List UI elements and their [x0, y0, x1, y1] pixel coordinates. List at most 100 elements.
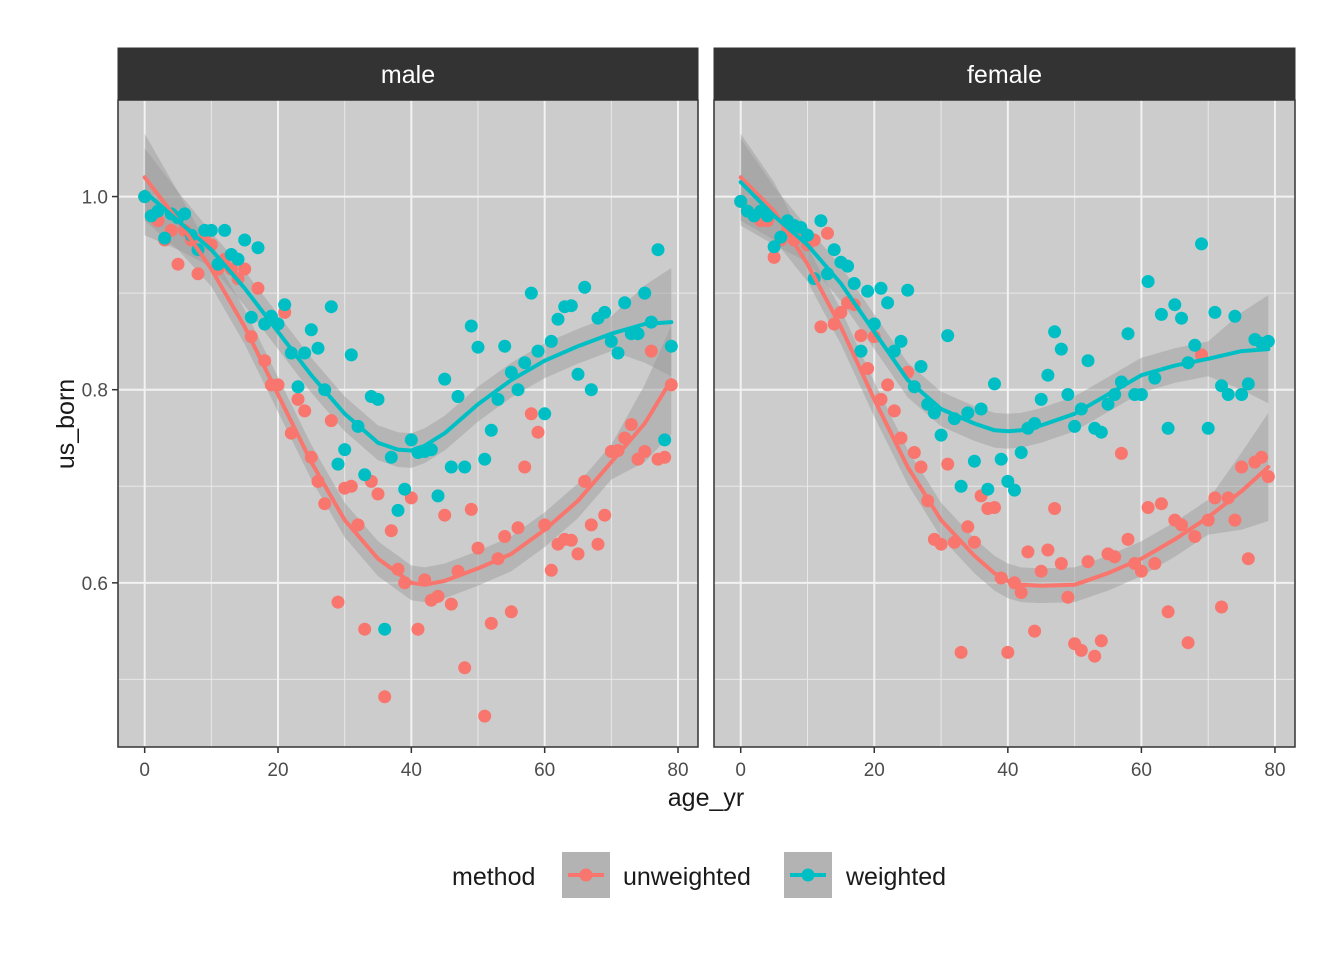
panel-border: [713, 99, 1296, 748]
data-point-weighted: [631, 327, 645, 341]
smooth-line-unweighted: [142, 175, 674, 587]
data-point-weighted: [841, 259, 855, 273]
data-point-weighted: [1235, 388, 1249, 401]
data-point-weighted: [1154, 307, 1168, 321]
data-point-unweighted: [1094, 634, 1108, 648]
data-point-unweighted: [1141, 501, 1155, 514]
data-point-weighted: [1121, 327, 1135, 341]
data-point-weighted: [378, 622, 392, 636]
panel-male: male 0 20 40 60 80 0.6 0.8 1.0: [82, 47, 699, 781]
data-point-weighted: [611, 346, 625, 360]
data-point-unweighted: [658, 450, 672, 464]
data-point-unweighted: [444, 597, 458, 611]
data-point-weighted: [988, 377, 1001, 391]
data-point-unweighted: [1114, 446, 1128, 460]
smooth-line-weighted: [738, 180, 1271, 434]
y-tick-label: 0.6: [82, 574, 108, 595]
data-point-weighted: [1094, 425, 1108, 439]
data-point-unweighted: [967, 535, 981, 549]
data-point-weighted: [204, 223, 218, 237]
data-point-weighted: [471, 340, 485, 354]
data-point-weighted: [861, 284, 875, 298]
data-point-unweighted: [1228, 513, 1242, 527]
data-point-unweighted: [1134, 564, 1148, 578]
data-point-unweighted: [171, 257, 185, 271]
data-point-weighted: [1068, 419, 1082, 433]
panel-female: female 0 20 40 60 80: [713, 47, 1296, 781]
data-point-unweighted: [941, 457, 955, 471]
data-point-unweighted: [1054, 557, 1068, 570]
data-point-weighted: [511, 383, 525, 397]
data-point-unweighted: [1255, 450, 1269, 464]
data-point-weighted: [384, 450, 398, 464]
data-point-unweighted: [767, 250, 781, 264]
data-point-weighted: [291, 380, 305, 394]
data-point-unweighted: [324, 414, 338, 428]
facet-strip-label: female: [967, 61, 1042, 89]
data-point-unweighted: [1061, 590, 1075, 604]
data-point-unweighted: [564, 533, 578, 547]
data-point-unweighted: [544, 563, 558, 577]
data-point-unweighted: [591, 537, 605, 551]
panel-background: [714, 100, 1295, 747]
data-point-weighted: [1241, 377, 1255, 391]
data-point-unweighted: [371, 487, 385, 501]
data-point-weighted: [651, 243, 665, 257]
data-point-unweighted: [638, 445, 652, 458]
facet-strip-label: male: [381, 61, 435, 89]
data-point-weighted: [298, 346, 312, 360]
data-point-unweighted: [907, 446, 921, 459]
y-tick-label: 0.8: [82, 381, 108, 402]
data-point-unweighted: [821, 226, 834, 240]
data-point-unweighted: [571, 547, 585, 561]
data-point-unweighted: [834, 305, 848, 319]
data-point-unweighted: [358, 622, 372, 636]
data-point-weighted: [1081, 354, 1095, 368]
data-point-weighted: [238, 233, 252, 247]
data-point-weighted: [231, 252, 245, 266]
data-point-unweighted: [1108, 550, 1122, 564]
x-tick-label: 40: [401, 760, 422, 781]
data-point-unweighted: [251, 281, 265, 295]
x-tick-label: 60: [1131, 760, 1152, 781]
data-point-unweighted: [814, 320, 828, 334]
data-point-unweighted: [224, 262, 238, 276]
data-point-weighted: [1195, 237, 1208, 251]
legend-key-weighted: [784, 852, 832, 898]
data-point-weighted: [478, 452, 492, 466]
data-point-unweighted: [954, 645, 968, 659]
data-point-weighted: [994, 452, 1008, 466]
legend-key-point: [579, 868, 593, 882]
data-point-weighted: [178, 207, 192, 221]
facet-strip: [117, 47, 699, 101]
data-point-weighted: [358, 468, 372, 482]
data-point-unweighted: [431, 589, 445, 603]
data-point-weighted: [1134, 388, 1148, 401]
data-point-weighted: [1008, 483, 1021, 497]
data-point-weighted: [1148, 371, 1162, 385]
data-point-weighted: [618, 296, 632, 310]
x-tick-label: 80: [1264, 760, 1285, 781]
data-point-weighted: [664, 339, 678, 353]
data-point-unweighted: [644, 344, 658, 358]
data-point-weighted: [404, 433, 418, 447]
data-point-unweighted: [1001, 645, 1015, 659]
data-point-weighted: [854, 344, 868, 358]
data-point-weighted: [1201, 421, 1215, 435]
data-point-weighted: [1041, 368, 1055, 382]
data-point-weighted: [244, 310, 258, 324]
data-point-weighted: [338, 443, 352, 457]
y-axis-title: us_born: [52, 379, 80, 469]
data-point-unweighted: [887, 404, 901, 418]
legend-label: weighted: [845, 863, 946, 891]
data-point-weighted: [658, 433, 672, 447]
data-point-unweighted: [438, 508, 452, 522]
x-tick-label: 20: [267, 760, 288, 781]
data-point-unweighted: [578, 474, 592, 488]
data-point-weighted: [1175, 311, 1188, 325]
data-point-unweighted: [611, 444, 625, 457]
legend-title: method: [452, 863, 535, 891]
data-point-unweighted: [961, 520, 975, 534]
x-tick-label: 60: [534, 760, 555, 781]
data-point-weighted: [1034, 392, 1048, 406]
